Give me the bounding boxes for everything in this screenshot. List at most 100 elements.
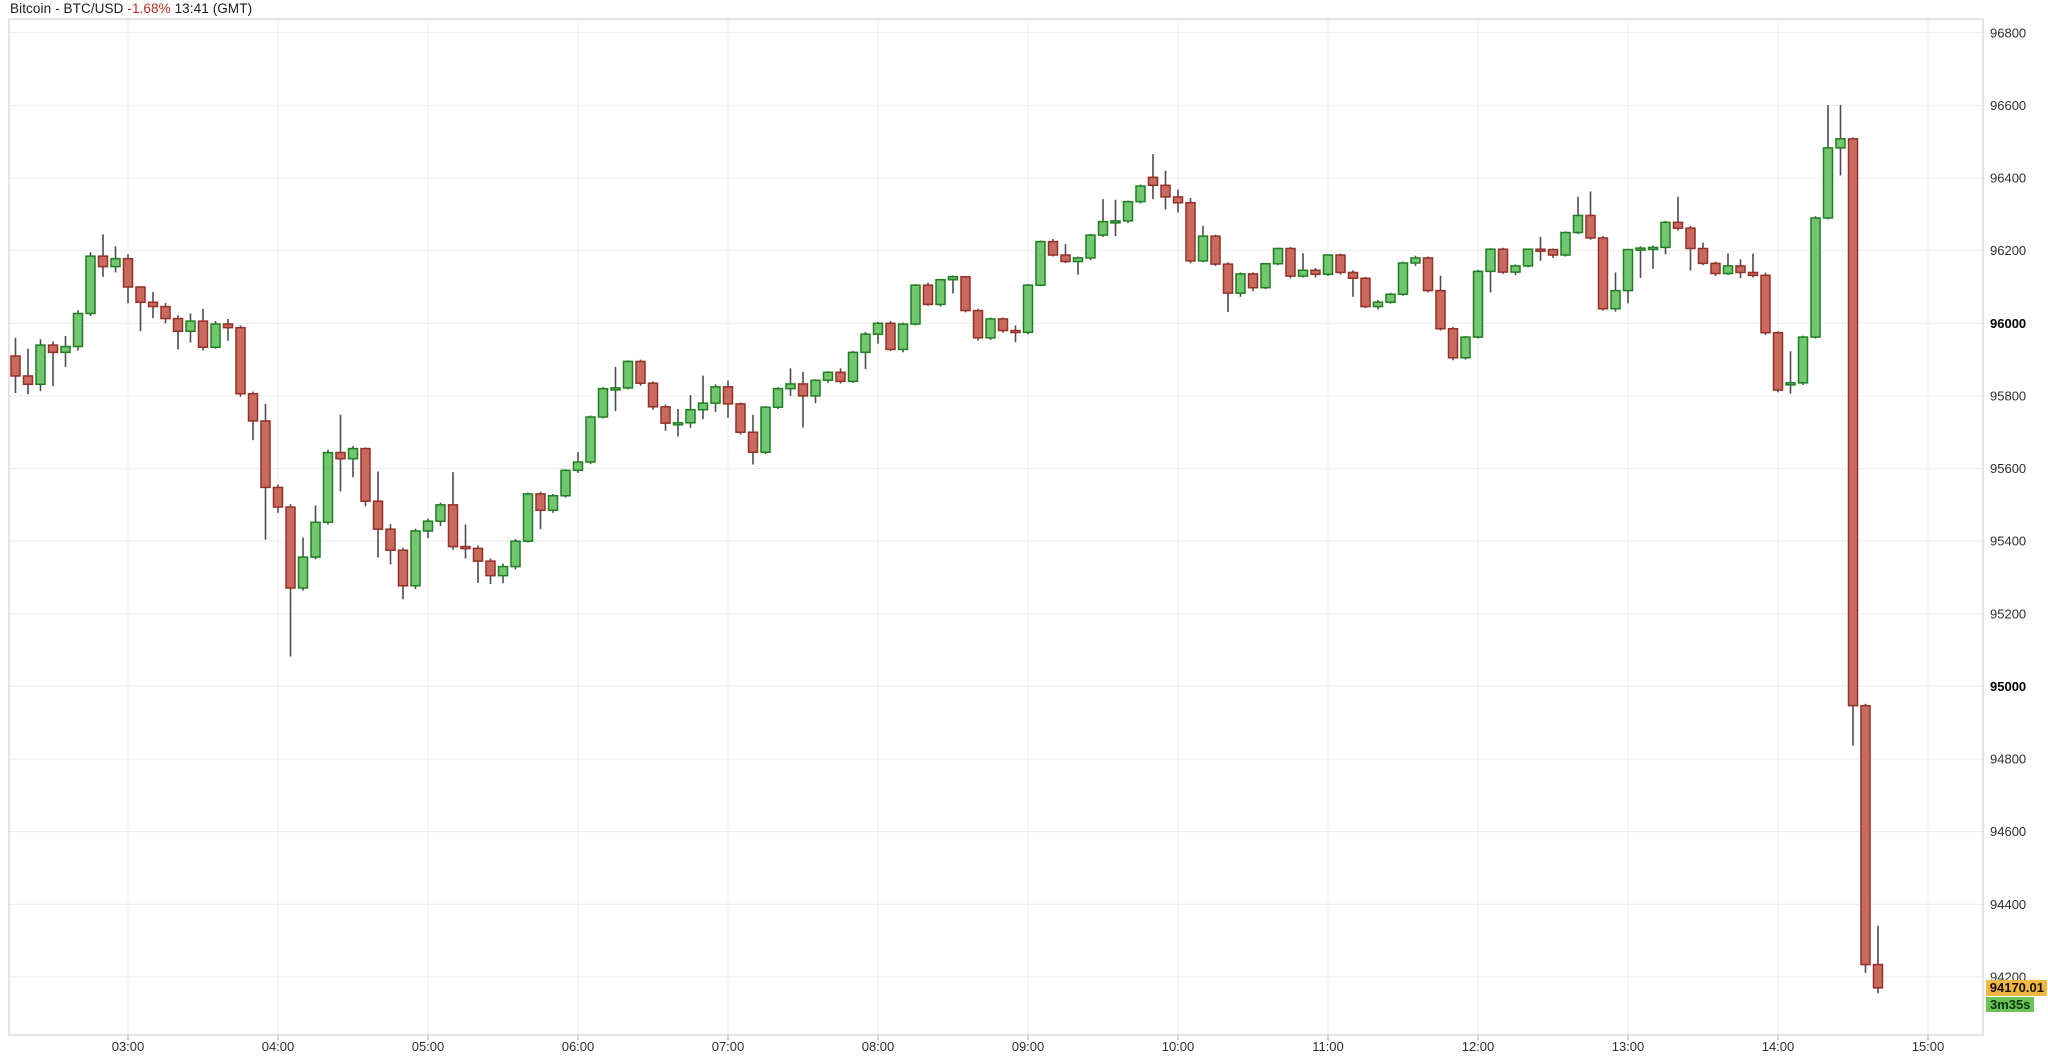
candle-down <box>485 560 496 577</box>
candle-up <box>1235 273 1246 294</box>
candle-down <box>922 284 934 306</box>
price-tick-label: 96600 <box>1990 98 2026 113</box>
candle-up <box>772 387 784 408</box>
price-tick-label: 95400 <box>1990 534 2026 549</box>
candle-down <box>1872 963 1884 989</box>
candle-down <box>735 403 746 433</box>
candle-down <box>47 344 59 354</box>
candle-up <box>1097 220 1109 236</box>
candle-up <box>1135 185 1146 203</box>
candle-up <box>897 323 909 351</box>
candle-down <box>1047 240 1059 256</box>
candle-down <box>1010 329 1021 334</box>
candle-up <box>1372 301 1384 308</box>
candle-up <box>585 416 596 463</box>
candle-down <box>1597 237 1609 310</box>
price-tick-label: 96800 <box>1990 25 2026 40</box>
time-tick-label: 10:00 <box>1162 1039 1195 1054</box>
price-tick-label: 96000 <box>1990 316 2026 331</box>
candle-up <box>35 344 46 386</box>
gridlines <box>9 19 1983 1035</box>
candle-up <box>1460 336 1471 359</box>
candle-down <box>1147 176 1159 187</box>
time-tick-label: 05:00 <box>412 1039 445 1054</box>
candle-up <box>697 402 709 411</box>
candle-down <box>647 382 659 408</box>
candle-down <box>1585 214 1596 239</box>
candle-up <box>322 451 334 524</box>
candle-up <box>185 320 196 333</box>
time-tick-label: 04:00 <box>262 1039 295 1054</box>
candle-down <box>447 504 459 548</box>
candle-down <box>160 305 171 320</box>
candle-up <box>1122 200 1134 222</box>
candle-down <box>722 386 734 405</box>
candle-up <box>435 504 446 522</box>
candle-down <box>285 506 296 589</box>
candle-down <box>1185 201 1196 262</box>
candle-up <box>1260 262 1271 289</box>
candle-up <box>760 406 771 453</box>
candle-down <box>535 493 546 512</box>
candle-down <box>1772 331 1784 391</box>
candle-up <box>110 257 121 268</box>
candle-down <box>372 500 384 530</box>
candle-down <box>1497 248 1509 273</box>
plot-frame <box>8 18 1984 1036</box>
candle-up <box>497 565 509 577</box>
candle-down <box>247 392 259 422</box>
symbol-label: Bitcoin - BTC/USD <box>10 1 124 16</box>
candle-up <box>1385 293 1396 303</box>
candle-down <box>1747 271 1759 277</box>
candle-up <box>872 322 884 335</box>
time-tick-label: 15:00 <box>1912 1039 1945 1054</box>
candle-up <box>822 371 834 382</box>
candle-up <box>560 469 571 497</box>
candle-down <box>997 318 1009 332</box>
candle-countdown-badge: 3m35s <box>1986 997 2035 1012</box>
candle-up <box>572 461 584 472</box>
candle-down <box>1422 257 1434 292</box>
candle-up <box>85 255 96 315</box>
time-tick-label: 08:00 <box>862 1039 895 1054</box>
candle-up <box>935 278 946 306</box>
candle-up <box>1072 257 1084 263</box>
candle-up <box>547 495 559 512</box>
time-tick-label: 09:00 <box>1012 1039 1045 1054</box>
candle-up <box>1297 269 1309 277</box>
candle-down <box>1860 704 1871 966</box>
candle-down <box>1672 221 1684 229</box>
candle-up <box>1510 265 1521 273</box>
change-percent: -1.68% <box>127 1 171 16</box>
candle-down <box>222 323 234 329</box>
candle-down <box>1060 254 1071 263</box>
candle-up <box>672 422 684 426</box>
candle-up <box>1647 246 1659 251</box>
price-tick-label: 96200 <box>1990 243 2026 258</box>
candle-down <box>10 355 21 377</box>
candle-up <box>597 387 609 418</box>
candle-up <box>1197 235 1209 262</box>
candle-down <box>335 451 346 460</box>
candle-down <box>1735 265 1746 274</box>
candle-down <box>1347 271 1359 280</box>
candle-down <box>22 375 34 386</box>
price-tick-label: 94600 <box>1990 824 2026 839</box>
candle-down <box>1710 262 1721 275</box>
candle-down <box>1172 196 1184 204</box>
time-tick-label: 11:00 <box>1312 1039 1344 1054</box>
candle-down <box>635 360 646 384</box>
last-price-badge: 94170.01 <box>1986 980 2047 996</box>
candle-down <box>397 549 409 587</box>
candle-down <box>97 255 109 268</box>
candle-down <box>1760 274 1771 334</box>
time-label: 13:41 (GMT) <box>174 1 253 16</box>
candle-down <box>460 545 471 550</box>
candle-up <box>210 323 221 349</box>
candles <box>10 105 1884 994</box>
time-tick-label: 14:00 <box>1762 1039 1795 1054</box>
candle-up <box>410 530 421 587</box>
candle-up <box>1622 248 1634 292</box>
candle-down <box>835 371 846 383</box>
